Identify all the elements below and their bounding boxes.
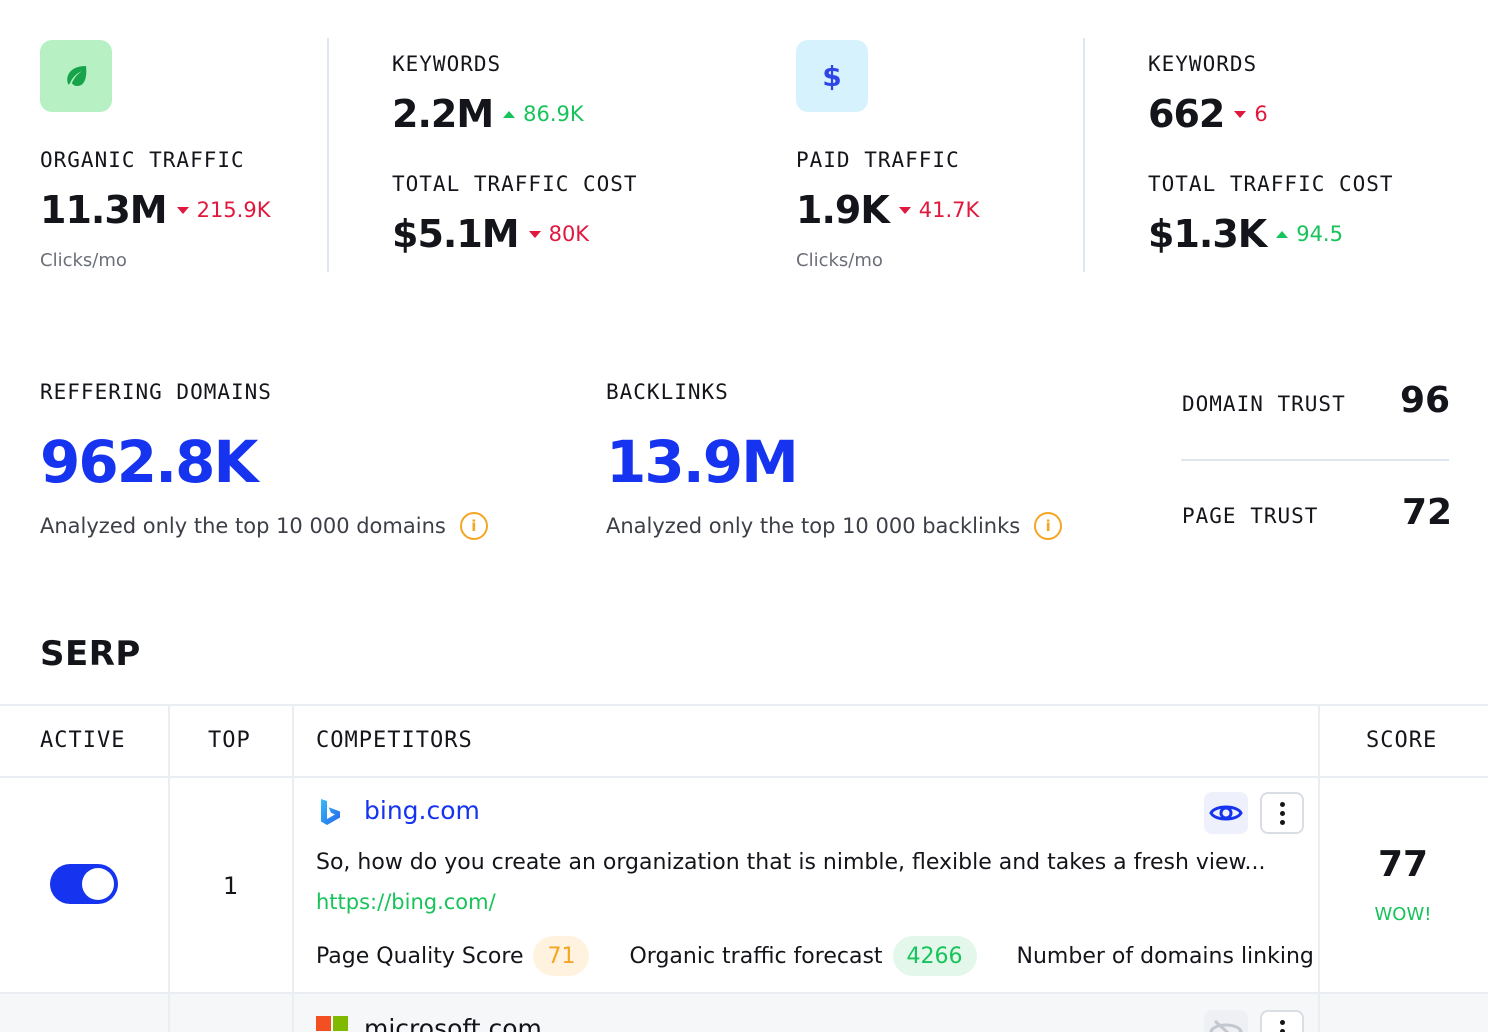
referring-domains-label: REFFERING DOMAINS bbox=[40, 380, 272, 404]
eye-off-glyph bbox=[1209, 1019, 1243, 1032]
info-icon[interactable]: i bbox=[459, 512, 488, 540]
backlinks-note: Analyzed only the top 10 000 backlinks i bbox=[606, 512, 1063, 540]
divider bbox=[327, 38, 329, 272]
paid-keywords-label: KEYWORDS bbox=[1148, 52, 1258, 76]
down-arrow-icon bbox=[528, 230, 541, 238]
competitor-url[interactable]: https://bing.com/ bbox=[316, 890, 496, 914]
table-border bbox=[1318, 704, 1320, 1032]
paid-traffic-tile: $ bbox=[796, 40, 868, 112]
traffic-forecast-badge: 4266 bbox=[892, 936, 977, 976]
organic-traffic-unit: Clicks/mo bbox=[40, 250, 127, 271]
table-border bbox=[0, 704, 1488, 706]
organic-traffic-delta-value: 215.9K bbox=[196, 198, 271, 222]
organic-traffic-value: 11.3M bbox=[40, 188, 168, 232]
referring-domains-value: 962.8K bbox=[40, 428, 258, 496]
eye-glyph bbox=[1209, 805, 1243, 821]
table-border bbox=[292, 704, 294, 1032]
referring-domains-note: Analyzed only the top 10 000 domains i bbox=[40, 512, 488, 540]
page-quality-label: Page Quality Score bbox=[316, 943, 524, 969]
down-arrow-icon bbox=[898, 206, 911, 214]
paid-traffic-value: 1.9K bbox=[796, 188, 890, 232]
toggle-knob bbox=[82, 868, 114, 900]
table-border bbox=[168, 704, 170, 1032]
up-arrow-icon bbox=[503, 110, 516, 118]
page-trust-value: 72 bbox=[1402, 492, 1453, 533]
eye-icon[interactable] bbox=[1204, 792, 1248, 834]
table-border bbox=[0, 992, 1488, 994]
backlinks-note-text: Analyzed only the top 10 000 backlinks bbox=[606, 514, 1021, 538]
bing-logo-icon bbox=[321, 799, 340, 825]
paid-traffic-metric: 1.9K 41.7K bbox=[796, 188, 979, 232]
more-options-icon[interactable] bbox=[1260, 1010, 1304, 1032]
paid-cost-delta: 94.5 bbox=[1276, 222, 1343, 246]
score-tag: WOW! bbox=[1374, 904, 1432, 925]
backlinks-value: 13.9M bbox=[606, 428, 799, 496]
organic-traffic-metric: 11.3M 215.9K bbox=[40, 188, 270, 232]
column-header-top[interactable]: TOP bbox=[208, 728, 251, 753]
organic-keywords-delta-value: 86.9K bbox=[523, 102, 584, 126]
top-position: 1 bbox=[223, 872, 239, 900]
paid-cost-delta-value: 94.5 bbox=[1296, 222, 1343, 246]
kebab-dots bbox=[1279, 1019, 1285, 1032]
active-toggle[interactable] bbox=[50, 864, 118, 904]
column-header-score[interactable]: SCORE bbox=[1366, 728, 1438, 753]
paid-traffic-unit: Clicks/mo bbox=[796, 250, 883, 271]
leaf-icon bbox=[67, 66, 87, 86]
paid-keywords-delta-value: 6 bbox=[1254, 102, 1268, 126]
column-header-active[interactable]: ACTIVE bbox=[40, 728, 126, 753]
paid-traffic-delta-value: 41.7K bbox=[918, 198, 980, 222]
competitor-stats: Page Quality Score 71 Organic traffic fo… bbox=[316, 936, 1314, 976]
organic-keywords-delta: 86.9K bbox=[503, 102, 584, 126]
competitor-domain-link[interactable]: bing.com bbox=[364, 796, 480, 825]
paid-cost-value: $1.3K bbox=[1148, 212, 1267, 256]
competitor-domain-link[interactable]: microsoft.com bbox=[364, 1014, 542, 1032]
paid-traffic-label: PAID TRAFFIC bbox=[796, 148, 960, 172]
page-quality-badge: 71 bbox=[533, 936, 590, 976]
paid-cost-label: TOTAL TRAFFIC COST bbox=[1148, 172, 1394, 196]
organic-cost-metric: $5.1M 80K bbox=[392, 212, 589, 256]
page-trust-label: PAGE TRUST bbox=[1182, 504, 1319, 528]
dollar-icon: $ bbox=[822, 59, 842, 93]
organic-cost-delta: 80K bbox=[528, 222, 590, 246]
divider bbox=[1181, 459, 1449, 461]
backlinks-label: BACKLINKS bbox=[606, 380, 729, 404]
table-border bbox=[0, 776, 1488, 778]
traffic-forecast-label: Organic traffic forecast bbox=[629, 943, 883, 969]
organic-keywords-metric: 2.2M 86.9K bbox=[392, 92, 584, 136]
down-arrow-icon bbox=[1234, 110, 1247, 118]
organic-traffic-delta: 215.9K bbox=[176, 198, 271, 222]
organic-keywords-value: 2.2M bbox=[392, 92, 494, 136]
paid-keywords-delta: 6 bbox=[1234, 102, 1268, 126]
info-icon[interactable]: i bbox=[1034, 512, 1063, 540]
paid-traffic-delta: 41.7K bbox=[898, 198, 980, 222]
column-header-competitors[interactable]: COMPETITORS bbox=[316, 728, 473, 753]
organic-keywords-label: KEYWORDS bbox=[392, 52, 502, 76]
serp-table: ACTIVE TOP COMPETITORS SCORE 1 bing.com … bbox=[0, 704, 1488, 1032]
up-arrow-icon bbox=[1276, 230, 1289, 238]
domains-linking-label: Number of domains linking bbox=[1016, 943, 1314, 969]
serp-title: SERP bbox=[40, 634, 141, 674]
competitor-description: So, how do you create an organization th… bbox=[316, 850, 1266, 875]
microsoft-logo-icon bbox=[316, 1016, 348, 1032]
score-value: 77 bbox=[1377, 844, 1429, 885]
paid-keywords-metric: 662 6 bbox=[1148, 92, 1268, 136]
paid-keywords-value: 662 bbox=[1148, 92, 1225, 136]
organic-cost-label: TOTAL TRAFFIC COST bbox=[392, 172, 638, 196]
more-options-icon[interactable] bbox=[1260, 792, 1304, 834]
divider bbox=[1083, 38, 1085, 272]
domain-trust-value: 96 bbox=[1400, 380, 1451, 421]
organic-traffic-tile bbox=[40, 40, 112, 112]
kebab-dots bbox=[1279, 801, 1285, 825]
down-arrow-icon bbox=[176, 206, 189, 214]
referring-domains-note-text: Analyzed only the top 10 000 domains bbox=[40, 514, 446, 538]
organic-cost-delta-value: 80K bbox=[548, 222, 590, 246]
eye-off-icon[interactable] bbox=[1204, 1010, 1248, 1032]
organic-traffic-label: ORGANIC TRAFFIC bbox=[40, 148, 245, 172]
paid-cost-metric: $1.3K 94.5 bbox=[1148, 212, 1343, 256]
domain-trust-label: DOMAIN TRUST bbox=[1182, 392, 1346, 416]
organic-cost-value: $5.1M bbox=[392, 212, 520, 256]
